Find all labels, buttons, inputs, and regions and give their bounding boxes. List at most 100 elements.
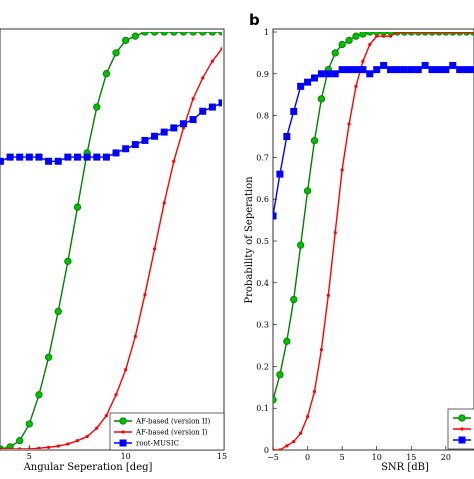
right-series-2-point: [276, 170, 284, 178]
left-legend-swatch-marker: [119, 439, 127, 447]
right-series-1-point: [361, 59, 365, 63]
right-series-1-point: [354, 84, 358, 88]
left-series-2-point: [102, 153, 110, 161]
left-series-0-point: [112, 49, 120, 57]
right-y-tick-label: 0.6: [256, 195, 269, 204]
right-series-1-point: [395, 32, 400, 34]
right-series-1-point: [285, 444, 289, 448]
left-series-1-point: [191, 97, 195, 101]
left-series-1-point: [104, 414, 108, 418]
left-series-2-point: [25, 153, 33, 161]
right-plot-frame: [272, 28, 474, 451]
left-series-1-point: [124, 368, 128, 372]
right-y-tick-label: 0.1: [256, 404, 269, 413]
right-series-1-point: [458, 32, 462, 34]
left-series-1-point: [27, 447, 31, 449]
left-series-2-point: [208, 103, 216, 111]
right-y-tick-label: 0.7: [256, 153, 269, 162]
left-legend: AF-based (version II) AF-based (version I…: [109, 412, 225, 451]
right-y-tick-label: 1: [264, 28, 269, 37]
right-series-2-point: [442, 66, 450, 74]
right-x-tick-label: 15: [406, 453, 416, 462]
right-y-axis-label: Probability of Seperation: [244, 176, 255, 304]
right-series-1-point: [292, 440, 296, 444]
right-series-1-point: [437, 32, 441, 34]
left-plot-frame: [0, 28, 225, 451]
left-series-0-point: [189, 32, 197, 36]
right-series-0-point: [276, 371, 284, 379]
right-series: [273, 32, 474, 450]
right-series-0-point: [317, 95, 326, 103]
left-x-axis-label: Angular Seperation [deg]: [23, 462, 153, 473]
left-series-2-point: [54, 157, 62, 165]
right-series-line-1: [273, 32, 474, 450]
right-series-1-point: [305, 414, 310, 419]
left-series-0-point: [64, 257, 72, 265]
right-series-2-point: [400, 66, 408, 74]
right-series-1-point: [471, 32, 474, 34]
right-series-1-point: [312, 389, 317, 394]
left-series-1-point: [0, 447, 3, 449]
left-series-2-point: [93, 153, 101, 161]
right-series-0-point: [303, 187, 312, 195]
right-series-1-point: [430, 32, 434, 34]
right-x-tick-label: 5: [340, 453, 345, 462]
left-series-0-point: [131, 32, 139, 40]
right-y-tick-label: 0: [264, 446, 269, 455]
left-series-2-point: [35, 153, 43, 161]
left-series-0-point: [102, 70, 111, 78]
panel-letter-b: b: [249, 11, 260, 29]
left-series-1-point: [37, 446, 41, 449]
left-series-0-point: [218, 32, 222, 36]
right-series-1-point: [326, 293, 330, 297]
right-series-2-point: [304, 78, 312, 86]
left-series-1-point: [210, 59, 214, 63]
right-series-1-point: [333, 231, 337, 235]
left-series-2-point: [0, 157, 4, 165]
left-series-1-point: [75, 439, 80, 443]
left-series-0-point: [6, 443, 14, 449]
right-series-2-point: [345, 66, 353, 74]
left-series-1-point: [143, 293, 147, 297]
right-ticks: −5051015202500.10.20.30.40.50.60.70.80.9…: [256, 28, 451, 462]
right-series-1-point: [299, 431, 303, 435]
right-series-2-point: [387, 66, 395, 74]
right-x-tick-label: 0: [305, 453, 310, 462]
right-legend-swatch-marker: [460, 427, 464, 431]
right-legend: [447, 408, 474, 450]
left-series-2-point: [170, 124, 178, 132]
left-series-0-point: [199, 32, 207, 36]
right-y-tick-label: 0.5: [256, 237, 269, 246]
left-series-0-point: [44, 353, 53, 361]
right-series-2-point: [352, 66, 360, 74]
left-series-0-point: [73, 203, 82, 211]
right-series-2-point: [317, 70, 325, 78]
right-series-1-point: [444, 32, 448, 34]
left-series-1-point: [56, 444, 60, 448]
right-series-0-point: [352, 32, 360, 40]
right-x-tick-label: 20: [441, 453, 451, 462]
right-series-2-point: [324, 70, 332, 78]
right-series-2-point: [373, 66, 381, 74]
left-series-2-point: [122, 145, 130, 153]
right-series-line-0: [273, 32, 474, 400]
right-series-0-point: [290, 295, 298, 304]
left-series-1-point: [172, 159, 176, 163]
right-series-0-point: [310, 137, 319, 145]
left-series-0-point: [141, 32, 149, 36]
left-series-1-point: [85, 434, 89, 439]
right-series-2-point: [273, 212, 277, 220]
right-x-tick-label: −5: [267, 453, 279, 462]
left-series-0-point: [122, 36, 130, 44]
right-series-2-point: [421, 61, 429, 69]
left-series-0-point: [25, 420, 33, 428]
right-y-tick-label: 0.8: [256, 112, 269, 121]
right-series-0-point: [359, 32, 367, 38]
left-legend-swatch-marker: [121, 430, 125, 434]
left-series-0-point: [35, 391, 43, 399]
right-y-tick-label: 0.9: [256, 70, 269, 79]
left-series-0-point: [16, 437, 24, 445]
left-series-2-point: [199, 107, 207, 115]
